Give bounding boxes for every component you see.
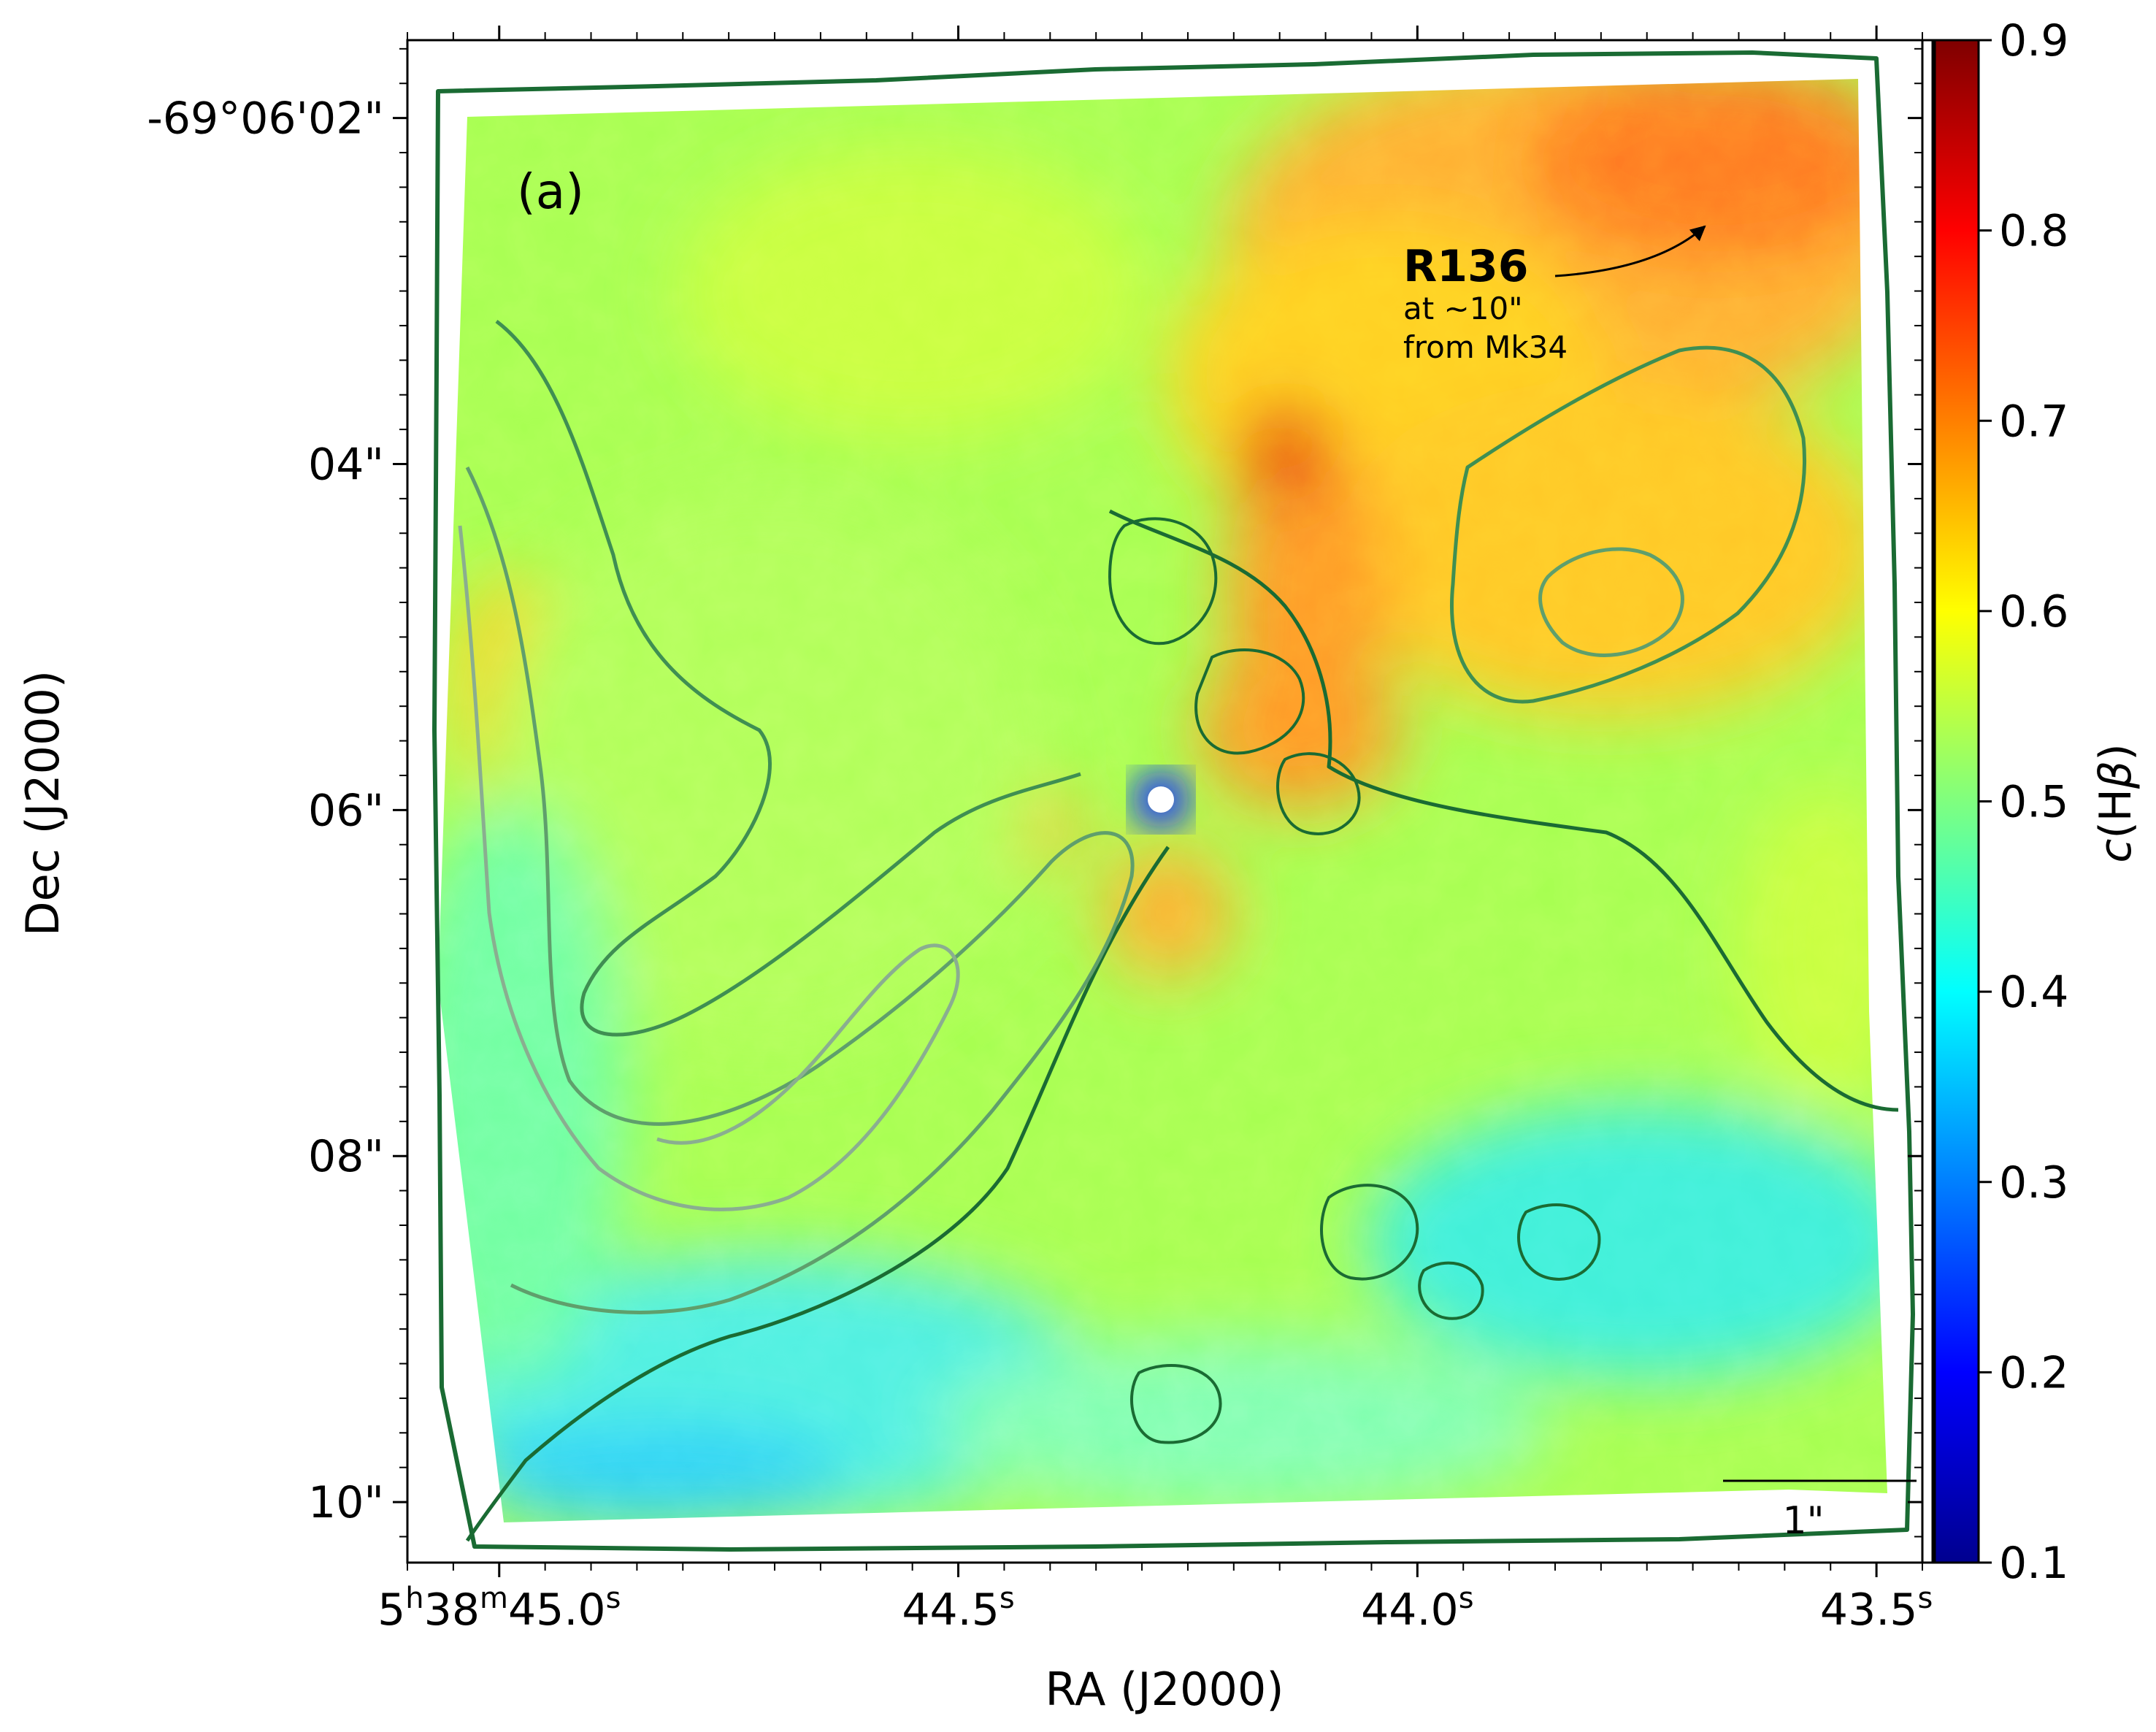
minor-ticks [399, 32, 1923, 1571]
r136-title: R136 [1403, 241, 1528, 292]
contour-west-inner [495, 320, 1081, 1037]
colorbar-ticks: 0.1 0.2 0.3 0.4 0.5 0.6 0.7 0.8 0.9 [1979, 15, 2068, 1589]
cbar-tick-label-7: 0.8 [1999, 206, 2068, 257]
x-tick-label-1: 44.5s [902, 1582, 1014, 1636]
colorbar-label-close: ) [2090, 743, 2141, 760]
colorbar-label-open: (H [2090, 789, 2141, 839]
cbar-tick-label-5: 0.6 [1999, 586, 2068, 637]
x-tick-label-part: h [405, 1582, 423, 1615]
x-tick-label-part: 45.0 [508, 1585, 606, 1636]
x-tick-label-part: s [1917, 1582, 1933, 1615]
x-tick-label-part: s [1000, 1582, 1015, 1615]
r136-annotation: R136 at ~10" from Mk34 [1403, 225, 1706, 365]
contour-overlay [432, 50, 1915, 1552]
cbar-tick-label-1: 0.2 [1999, 1347, 2068, 1398]
x-tick-label-part: 43.5 [1820, 1585, 1918, 1636]
contour-south-clumps [1130, 1184, 1601, 1444]
x-tick-label-part: 44.0 [1361, 1585, 1459, 1636]
y-tick-label-2: 06" [308, 785, 384, 836]
r136-arrow [1554, 225, 1706, 277]
x-tick-label-part: s [1459, 1582, 1474, 1615]
colorbar-divider [1921, 39, 1934, 1564]
x-tick-label-part: 44.5 [902, 1585, 1000, 1636]
x-tick-label-2: 44.0s [1361, 1582, 1473, 1636]
contour-boundary [432, 50, 1915, 1552]
y-tick-label-0: -69°06'02" [147, 93, 384, 145]
y-tick-label-4: 10" [308, 1477, 384, 1528]
colorbar-label-func: c [2090, 839, 2141, 863]
cHbeta-map [438, 79, 1887, 1522]
cbar-tick-label-0: 0.1 [1999, 1538, 2068, 1589]
x-tick-label-part: s [606, 1582, 621, 1615]
r136-line2: from Mk34 [1403, 329, 1568, 365]
colorbar-label-greek: β [2090, 761, 2141, 789]
x-tick-label-3: 43.5s [1820, 1582, 1933, 1636]
colorbar-label: c(Hβ) [2090, 743, 2141, 862]
panel-label: (a) [517, 164, 584, 220]
x-tick-label-part: m [480, 1582, 508, 1615]
y-tick-label-3: 08" [308, 1131, 384, 1182]
contour-ne-small [1538, 547, 1684, 657]
contour-center-clumps [1108, 517, 1361, 835]
colorbar [1933, 39, 1980, 1564]
contour-west-light [458, 525, 960, 1211]
x-tick-label-0: 5h38m45.0s [377, 1582, 621, 1636]
cbar-tick-label-2: 0.3 [1999, 1157, 2068, 1208]
contour-ne-loop [1450, 345, 1807, 704]
contour-south [465, 846, 1170, 1542]
scale-bar: 1" [1723, 1479, 1917, 1543]
x-axis-label: RA (J2000) [1045, 1663, 1284, 1716]
cbar-tick-label-3: 0.4 [1999, 967, 2068, 1018]
cbar-tick-label-8: 0.9 [1999, 15, 2068, 66]
x-tick-label-part: 38 [424, 1585, 480, 1636]
y-axis: -69°06'02" 04" 06" 08" 10" [147, 93, 1922, 1528]
cbar-tick-label-6: 0.7 [1999, 396, 2068, 447]
contour-ridge [1108, 509, 1899, 1112]
x-axis: 5h38m45.0s 44.5s 44.0s 43.5s [377, 26, 1933, 1636]
scale-bar-label: 1" [1782, 1499, 1824, 1543]
r136-line1: at ~10" [1403, 291, 1523, 326]
contour-west-mid [465, 466, 1135, 1314]
y-axis-label: Dec (J2000) [16, 670, 69, 936]
y-tick-label-1: 04" [308, 439, 384, 490]
cbar-tick-label-4: 0.5 [1999, 777, 2068, 828]
x-tick-label-part: 5 [377, 1585, 405, 1636]
